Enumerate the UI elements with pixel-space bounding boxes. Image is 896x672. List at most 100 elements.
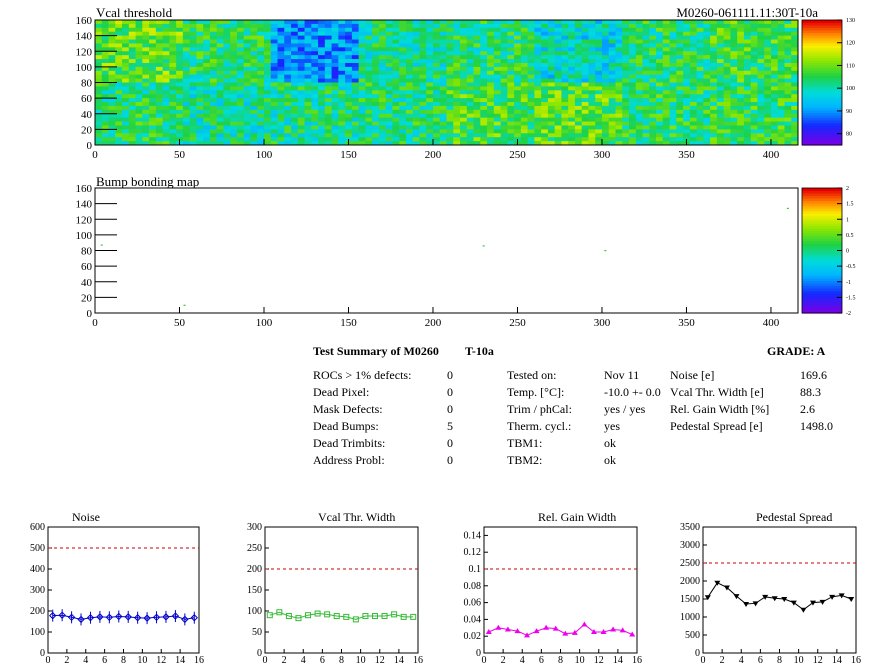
- heatmap-cell: [399, 43, 407, 48]
- heatmap-cell: [520, 20, 529, 25]
- heatmap-cell: [635, 51, 643, 56]
- heatmap-cell: [324, 39, 332, 44]
- heatmap-cell: [345, 20, 353, 25]
- heatmap-cell: [203, 59, 211, 64]
- x-tick-label: 150: [340, 317, 357, 329]
- heatmap-cell: [608, 94, 616, 99]
- heatmap-cell: [703, 105, 711, 111]
- heatmap-cell: [365, 129, 373, 134]
- heatmap-cell: [324, 78, 332, 83]
- heatmap-cell: [304, 74, 312, 79]
- heatmap-cell: [622, 78, 630, 83]
- heatmap-cell: [95, 90, 103, 95]
- heatmap-cell: [297, 109, 305, 115]
- heatmap-cell: [696, 94, 704, 99]
- heatmap-cell: [466, 62, 474, 68]
- heatmap-cell: [155, 117, 163, 122]
- heatmap-cell: [365, 66, 373, 72]
- colorbar-tick-label: -0.5: [846, 264, 856, 270]
- heatmap-cell: [324, 141, 332, 146]
- heatmap-cell: [777, 66, 785, 72]
- y-tick-label: 2000: [680, 576, 700, 587]
- heatmap-cell: [196, 90, 204, 95]
- heatmap-cell: [223, 98, 231, 103]
- y-tick-label: 0: [476, 648, 481, 659]
- heatmap-cell: [750, 59, 758, 64]
- colorbar-step: [802, 130, 842, 134]
- heatmap-cell: [662, 70, 670, 76]
- heatmap-cell: [216, 117, 224, 122]
- heatmap-cell: [169, 121, 177, 126]
- heatmap-cell: [669, 20, 677, 25]
- heatmap-cell: [561, 105, 569, 111]
- heatmap-cell: [480, 31, 488, 37]
- heatmap-cell: [439, 105, 447, 111]
- heatmap-cell: [291, 125, 299, 130]
- heatmap-cell: [182, 98, 191, 103]
- heatmap-cell: [399, 70, 407, 76]
- heatmap-cell: [750, 137, 758, 142]
- heatmap-cell: [480, 62, 488, 68]
- heatmap-cell: [426, 102, 434, 107]
- heatmap-cell: [622, 31, 630, 37]
- defect-value: 0: [447, 368, 453, 382]
- heatmap-cell: [689, 70, 698, 76]
- heatmap-cell: [385, 47, 393, 52]
- heatmap-cell: [662, 82, 670, 87]
- heatmap-cell: [236, 113, 245, 119]
- heatmap-cell: [182, 20, 191, 25]
- heatmap-cell: [297, 90, 305, 95]
- heatmap-cell: [304, 59, 312, 64]
- heatmap-cell: [743, 70, 752, 76]
- heatmap-cell: [730, 74, 738, 79]
- heatmap-cell: [270, 98, 278, 103]
- colorbar-step: [802, 47, 842, 51]
- bump-point: [183, 304, 186, 306]
- heatmap-cell: [460, 133, 468, 138]
- heatmap-cell: [541, 98, 549, 103]
- heatmap-cell: [547, 74, 556, 79]
- heatmap-cell: [703, 102, 711, 107]
- heatmap-cell: [243, 39, 251, 44]
- heatmap-cell: [770, 86, 779, 91]
- heatmap-cell: [446, 31, 454, 37]
- heatmap-cell: [311, 98, 319, 103]
- heatmap-cell: [629, 90, 637, 95]
- heatmap-cell: [182, 62, 191, 68]
- heatmap-cell: [209, 98, 218, 103]
- heatmap-cell: [432, 117, 441, 122]
- heatmap-cell: [372, 113, 380, 119]
- heatmap-cell: [689, 20, 698, 25]
- heatmap-cell: [534, 62, 542, 68]
- heatmap-cell: [622, 70, 630, 76]
- heatmap-cell: [764, 125, 772, 130]
- heatmap-cell: [277, 137, 285, 142]
- heatmap-cell: [453, 43, 461, 48]
- heatmap-cell: [676, 82, 684, 87]
- heatmap-cell: [757, 117, 765, 122]
- heatmap-cell: [392, 66, 400, 72]
- heatmap-cell: [629, 113, 637, 119]
- heatmap-cell: [737, 62, 745, 68]
- heatmap-cell: [385, 20, 393, 25]
- heatmap-cell: [723, 78, 731, 83]
- heatmap-cell: [291, 117, 299, 122]
- heatmap-cell: [460, 98, 468, 103]
- heatmap-cell: [588, 27, 596, 33]
- y-tick-label: 0: [87, 140, 93, 152]
- colorbar-step: [802, 188, 842, 192]
- heatmap-cell: [608, 55, 616, 60]
- heatmap-cell: [669, 43, 677, 48]
- heatmap-cell: [297, 51, 305, 56]
- heatmap-cell: [372, 35, 380, 40]
- heatmap-cell: [405, 113, 414, 119]
- heatmap-cell: [689, 74, 698, 79]
- heatmap-cell: [149, 47, 157, 52]
- heatmap-cell: [128, 27, 136, 33]
- heatmap-cell: [615, 51, 623, 56]
- heatmap-cell: [378, 35, 387, 40]
- heatmap-cell: [723, 125, 731, 130]
- heatmap-cell: [182, 113, 191, 119]
- heatmap-cell: [595, 62, 603, 68]
- heatmap-cell: [453, 20, 461, 25]
